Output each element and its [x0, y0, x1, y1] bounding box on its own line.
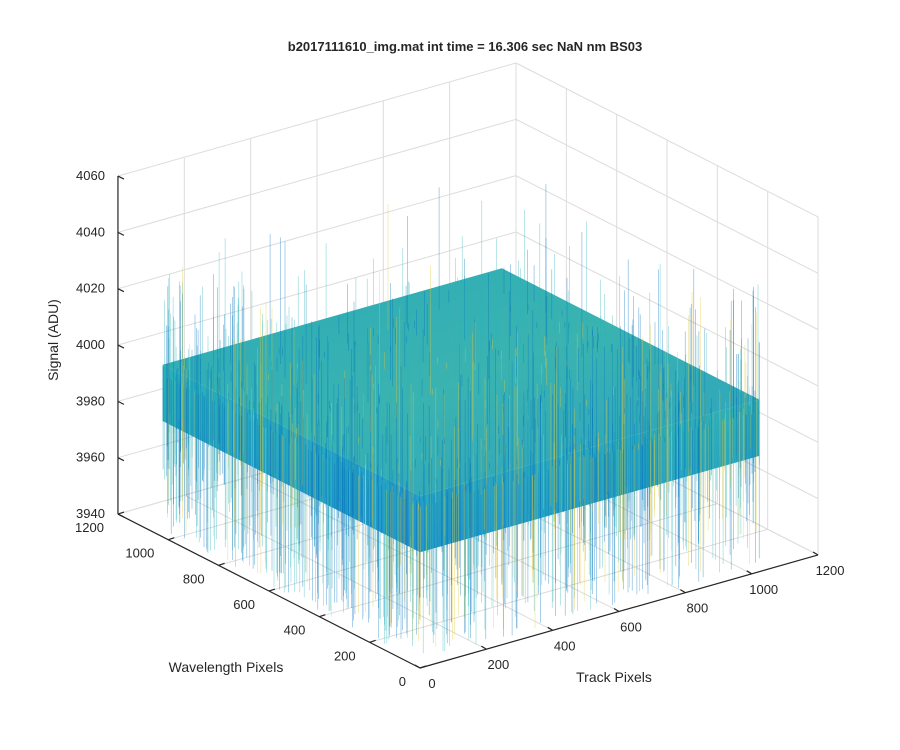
z-tick-label: 4060 — [76, 168, 105, 183]
z-tick-mark — [117, 513, 125, 518]
grid-line-backwall-z — [117, 231, 517, 346]
axes-lines — [117, 175, 819, 669]
grid-line-backwall-z — [117, 175, 517, 290]
z-tick-mark — [117, 457, 125, 462]
y-tick-mark — [268, 588, 276, 592]
y-tick-label: 600 — [233, 597, 255, 612]
y-tick-mark — [419, 665, 427, 669]
grid-line-backwall-z — [117, 62, 517, 177]
x-axis-label: Track Pixels — [576, 669, 652, 685]
y-tick-mark — [117, 511, 125, 515]
x-tick-mark — [547, 626, 553, 631]
y-tick-mark — [218, 562, 225, 566]
z-tick-mark — [117, 231, 125, 236]
x-tick-label: 200 — [487, 657, 509, 672]
x-tick-mark — [746, 570, 753, 575]
surface-noise — [162, 183, 760, 654]
y-tick-label: 200 — [334, 648, 356, 663]
grid-line-sidewall-z — [515, 231, 819, 387]
grid-line-sidewall-z — [515, 118, 819, 274]
z-tick-label: 3940 — [76, 506, 105, 521]
z-axis-label: Signal (ADU) — [45, 299, 61, 381]
x-tick-mark — [613, 607, 620, 612]
x-tick-mark — [680, 589, 686, 594]
y-axis-label: Wavelength Pixels — [169, 659, 284, 675]
y-tick-mark — [168, 537, 175, 541]
y-tick-label: 1000 — [125, 546, 154, 561]
z-tick-label: 4040 — [76, 224, 105, 239]
z-tick-mark — [117, 175, 125, 180]
grid-line-sidewall-z — [515, 62, 819, 218]
y-tick-mark — [369, 639, 376, 643]
z-tick-label: 4000 — [76, 337, 105, 352]
grid-line-sidewall-z — [515, 175, 819, 331]
y-tick-label: 1200 — [75, 520, 104, 535]
z-tick-mark — [117, 288, 125, 293]
z-tick-mark — [117, 400, 125, 405]
tick-labels: 0 200 400 600 800 1000 1200 0 200 400 600 800 1000 12… — [75, 168, 844, 691]
grid-line-backwall-z — [117, 118, 517, 233]
x-tick-mark — [481, 645, 487, 650]
x-tick-label: 400 — [554, 638, 576, 653]
x-tick-label: 600 — [620, 619, 642, 634]
y-tick-label: 400 — [284, 623, 306, 638]
x-tick-label: 1000 — [749, 582, 778, 597]
x-tick-mark — [812, 551, 819, 556]
z-tick-label: 4020 — [76, 281, 105, 296]
x-tick-label: 800 — [687, 601, 709, 616]
y-tick-label: 0 — [399, 674, 406, 689]
z-tick-mark — [117, 344, 125, 349]
x-tick-label: 0 — [428, 676, 435, 691]
y-tick-mark — [319, 614, 326, 618]
z-tick-label: 3960 — [76, 450, 105, 465]
x-tick-mark — [414, 664, 421, 669]
y-tick-label: 800 — [183, 571, 205, 586]
x-tick-label: 1200 — [816, 563, 845, 578]
surface-body — [162, 183, 760, 654]
chart-title: b2017111610_img.mat int time = 16.306 se… — [288, 39, 642, 54]
z-tick-label: 3980 — [76, 393, 105, 408]
